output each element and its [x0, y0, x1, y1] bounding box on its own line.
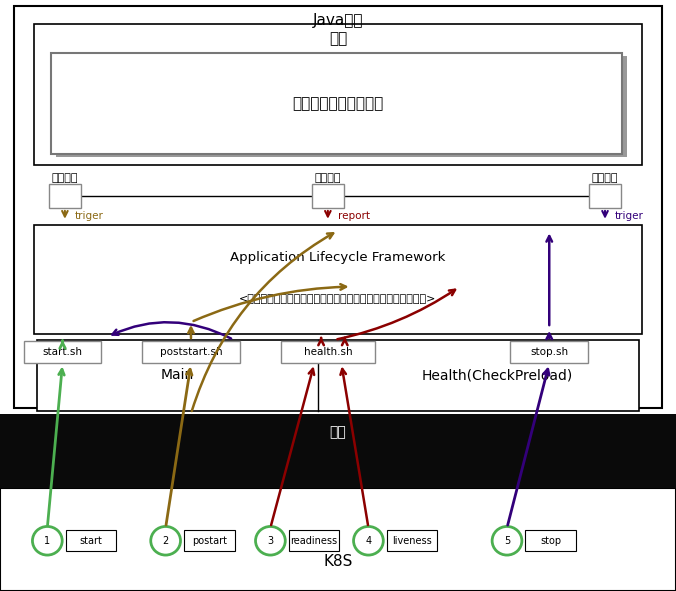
Text: triger: triger	[615, 211, 644, 220]
Bar	[312, 184, 344, 208]
Bar	[49, 184, 81, 208]
Bar	[525, 530, 576, 551]
Text: stop: stop	[540, 536, 561, 545]
Bar	[56, 56, 627, 157]
Text: 5: 5	[504, 536, 510, 545]
Text: 3: 3	[267, 536, 274, 545]
Text: start: start	[80, 536, 102, 545]
Bar	[34, 225, 642, 334]
Text: 业自定义生命周期组件: 业自定义生命周期组件	[293, 96, 383, 111]
Text: 1: 1	[44, 536, 51, 545]
Text: Java进程: Java进程	[313, 13, 363, 28]
Text: <统一定义业务当前状态是短暂服务不可用还是业务长期不可用>: <统一定义业务当前状态是短暂服务不可用还是业务长期不可用>	[239, 294, 437, 304]
Text: triger: triger	[75, 211, 104, 220]
Ellipse shape	[151, 527, 180, 555]
Ellipse shape	[354, 527, 383, 555]
Text: readiness: readiness	[291, 536, 337, 545]
Bar	[184, 530, 235, 551]
Text: 容器: 容器	[330, 426, 346, 440]
Bar	[0, 414, 676, 488]
Bar	[37, 340, 639, 411]
Bar	[34, 24, 642, 165]
Text: Main: Main	[161, 368, 194, 382]
Bar	[14, 6, 662, 408]
Text: liveness: liveness	[392, 536, 432, 545]
Bar	[66, 530, 116, 551]
Bar	[24, 341, 101, 363]
Bar	[387, 530, 437, 551]
Ellipse shape	[492, 527, 522, 555]
Text: 启动阶段: 启动阶段	[51, 174, 78, 183]
Text: health.sh: health.sh	[304, 348, 352, 357]
Text: 运行阶段: 运行阶段	[314, 174, 341, 183]
Bar	[51, 53, 622, 154]
Text: K8S: K8S	[323, 554, 353, 569]
Text: 4: 4	[365, 536, 372, 545]
Bar	[589, 184, 621, 208]
Bar	[289, 530, 339, 551]
Bar	[281, 341, 375, 363]
Text: Health(CheckPreload): Health(CheckPreload)	[421, 368, 573, 382]
Text: 停服阶段: 停服阶段	[592, 174, 619, 183]
Ellipse shape	[256, 527, 285, 555]
Text: Application Lifecycle Framework: Application Lifecycle Framework	[231, 251, 445, 264]
Bar	[142, 341, 240, 363]
Text: start.sh: start.sh	[43, 348, 82, 357]
Text: stop.sh: stop.sh	[530, 348, 569, 357]
Bar	[0, 488, 676, 591]
Text: 业务: 业务	[329, 31, 347, 46]
Bar	[510, 341, 588, 363]
Text: postart: postart	[192, 536, 226, 545]
Text: 2: 2	[162, 536, 169, 545]
Ellipse shape	[32, 527, 62, 555]
Text: report: report	[338, 211, 370, 220]
Text: poststart.sh: poststart.sh	[160, 348, 222, 357]
